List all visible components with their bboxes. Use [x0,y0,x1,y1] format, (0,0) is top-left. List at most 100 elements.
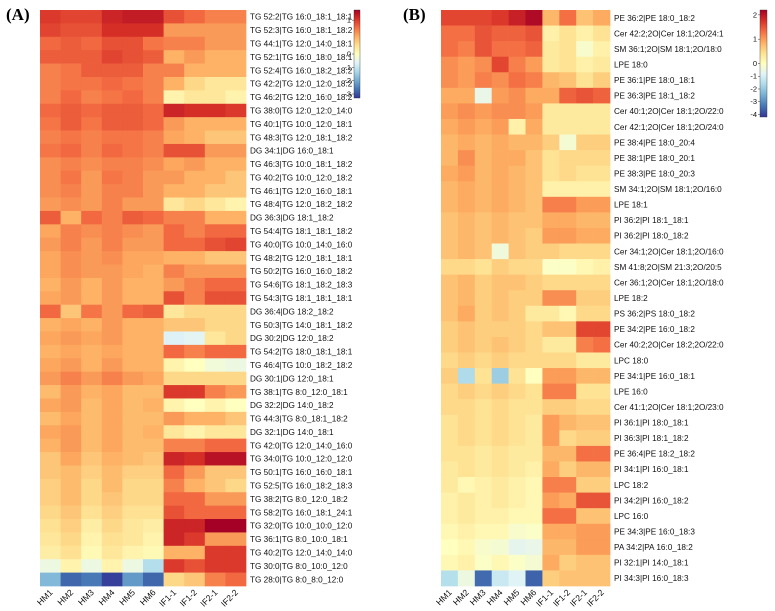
heatmap-cell [184,170,206,185]
heatmap-cell [491,539,509,556]
heatmap-cell [184,251,206,265]
heatmap-cell [81,559,103,573]
heatmap-cell [184,318,206,332]
heatmap-cell [491,383,509,400]
heatmap-cell [593,523,611,540]
heatmap-cell [508,290,526,307]
heatmap-cell [163,371,185,386]
colorbar-tick-label: 0 [753,59,757,68]
heatmap-cell [81,130,103,145]
row-label: TG 40:2|TG 12:0_14:0_14:0 [250,549,353,558]
heatmap-cell [204,210,226,225]
column-label: IF2-1 [198,587,219,608]
heatmap-cell [441,290,459,307]
column-label: HM2 [55,587,75,607]
heatmap-cell [525,321,543,338]
heatmap-cell [101,117,123,131]
heatmap-cell [60,184,82,198]
row-label: TG 52:3|TG 16:0_18:1_18:2 [250,26,353,35]
heatmap-cell [593,352,611,369]
heatmap-cell [457,461,476,478]
heatmap-cell [225,572,247,587]
heatmap-cell [60,318,82,332]
heatmap-cell [474,87,493,104]
heatmap-cell [60,251,82,265]
row-label: LPC 18:0 [614,356,649,365]
heatmap-cell [457,25,476,42]
heatmap-cell [60,452,82,466]
heatmap-cell [81,438,103,453]
heatmap-cell [60,50,82,64]
heatmap-cell [457,430,476,447]
heatmap-cell [576,321,594,338]
heatmap-cell [81,23,103,38]
row-label: PE 38:1|PE 18:0_20:1 [614,154,695,163]
heatmap-cell [143,210,164,225]
heatmap-cell [143,478,164,493]
row-label: PE 38:3|PE 18:0_20:3 [614,169,695,178]
heatmap-cell [81,117,103,131]
heatmap-cell [576,461,594,478]
heatmap-cell [491,274,509,291]
heatmap-cell [576,72,594,89]
heatmap-cell [457,87,476,104]
heatmap-cell [184,117,206,131]
heatmap-cell [122,465,144,480]
heatmap-cell [101,23,123,38]
heatmap-cell [474,492,493,509]
heatmap-cell [441,461,459,478]
heatmap-cell [491,445,509,462]
heatmap-cell [122,358,144,373]
heatmap-cell [525,477,543,493]
heatmap-cell [163,304,185,319]
row-label: PE 34:3|PE 16:0_18:3 [614,528,695,537]
heatmap-cell [122,572,144,587]
heatmap-cell [204,559,226,573]
heatmap-cell [525,539,543,556]
column-label: HM4 [97,587,117,607]
heatmap-cell [542,259,560,275]
heatmap-cell [81,197,103,212]
heatmap-cell [40,291,61,306]
row-label: TG 52:5|TG 16:0_18:2_18:3 [250,482,353,491]
heatmap-cell [143,277,164,292]
heatmap-cell [143,572,164,587]
heatmap-cell [163,492,185,506]
heatmap-cell [122,143,144,158]
heatmap-cell [101,224,123,239]
heatmap-cell [508,477,526,493]
heatmap-cell [559,414,577,431]
heatmap-cell [143,197,164,212]
heatmap-cell [81,90,103,105]
row-label: PI 36:2|PI 18:1_18:1 [614,216,689,225]
column-label: IF2-1 [568,587,589,608]
heatmap-cell [60,438,82,453]
heatmap-cell [81,398,103,413]
row-label: DG 30:1|DG 12:0_18:1 [250,374,334,383]
heatmap-cell [60,90,82,105]
heatmap-cell [163,130,185,145]
heatmap-cell [542,554,560,571]
column-label: HM3 [468,587,488,607]
heatmap-cell [491,399,509,416]
heatmap-cell [474,445,493,462]
heatmap-cell [101,76,123,91]
heatmap-cell [491,150,509,167]
row-label: SM 36:1;2O|SM 18:1;2O/18:0 [614,45,722,54]
heatmap-cell [593,165,611,182]
heatmap-cell [204,76,226,91]
heatmap-cell [542,25,560,42]
heatmap-cell [491,430,509,447]
heatmap-cell [593,227,611,244]
heatmap-cell [101,505,123,520]
heatmap-cell [441,508,459,525]
heatmap-cell [143,452,164,466]
heatmap-cell [508,243,526,260]
heatmap-cell [163,117,185,131]
heatmap-cell [81,331,103,346]
heatmap-cell [542,243,560,260]
heatmap-cell [559,118,577,135]
row-label: PE 36:3|PE 18:1_18:2 [614,92,695,101]
heatmap-cell [559,56,577,73]
heatmap-cell [525,570,543,587]
